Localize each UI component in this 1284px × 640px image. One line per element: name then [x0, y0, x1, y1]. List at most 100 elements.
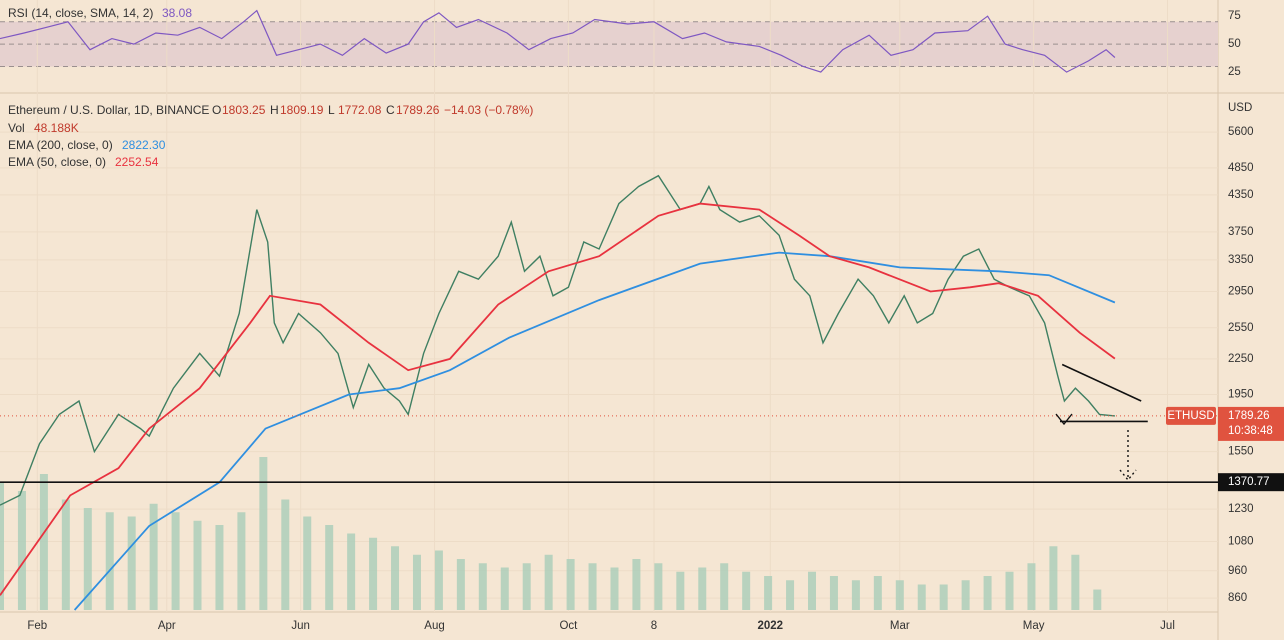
- breakdown-arrow: [1119, 430, 1137, 482]
- indicator-value: 2822.30: [122, 138, 166, 152]
- volume-bar: [676, 571, 685, 610]
- volume-bar: [588, 563, 597, 610]
- rsi-title: RSI (14, close, SMA, 14, 2): [8, 6, 153, 20]
- y-tick-label: 2950: [1228, 286, 1254, 298]
- level-label-box: [1218, 473, 1284, 492]
- x-tick-label: 8: [651, 620, 657, 632]
- x-tick-label: Feb: [27, 620, 47, 632]
- x-tick-label: Apr: [158, 620, 176, 632]
- retest-arrow: [1055, 413, 1073, 426]
- volume-bar: [1093, 589, 1102, 610]
- volume-bar: [1071, 554, 1080, 610]
- volume-bar: [917, 584, 926, 610]
- volume-bar: [764, 576, 773, 610]
- x-tick-label: Oct: [559, 620, 578, 632]
- y-tick-label: 3750: [1228, 226, 1254, 238]
- x-tick-label: May: [1023, 620, 1045, 632]
- volume-bar: [17, 491, 26, 610]
- symbol-label-box: [1166, 406, 1216, 425]
- volume-bar: [808, 571, 816, 610]
- y-tick-label: 1080: [1228, 536, 1254, 548]
- y-tick-label: 1230: [1228, 503, 1254, 515]
- volume-bar: [149, 503, 158, 610]
- rsi-tick-label: 50: [1228, 38, 1241, 50]
- ohlc-label: C: [386, 103, 395, 117]
- price-label: 1789.26: [1228, 410, 1270, 422]
- volume-bar: [39, 474, 48, 610]
- ohlc-label: H: [270, 103, 279, 117]
- y-tick-label: 5600: [1228, 126, 1254, 138]
- volume-bar: [369, 537, 378, 610]
- ohlc-value: 1803.25: [222, 103, 266, 117]
- volume-bar: [347, 533, 356, 610]
- volume-bar: [391, 546, 400, 610]
- volume-bar: [566, 559, 575, 610]
- x-tick-label: Jun: [291, 620, 310, 632]
- price-label-box: [1218, 406, 1284, 441]
- volume-bar: [500, 567, 509, 610]
- volume-bar: [939, 584, 948, 610]
- chart-title: Ethereum / U.S. Dollar, 1D, BINANCE: [8, 103, 209, 117]
- volume-bar: [786, 580, 795, 610]
- volume-bar: [105, 512, 114, 610]
- ohlc-label: L: [328, 103, 335, 117]
- volume-bar: [281, 499, 290, 610]
- volume-bar: [873, 576, 882, 610]
- volume-value: 48.188K: [34, 121, 79, 135]
- volume-bar: [742, 571, 751, 610]
- indicator-title: EMA (50, close, 0): [8, 155, 106, 169]
- rsi-line: [0, 9, 1116, 73]
- volume-bar: [610, 567, 619, 610]
- currency-label: USD: [1228, 102, 1252, 114]
- price-line: [0, 174, 1115, 506]
- volume-bar: [325, 525, 334, 610]
- volume-bar: [259, 457, 268, 610]
- volume-bar: [654, 563, 663, 610]
- y-tick-label: 860: [1228, 592, 1247, 604]
- symbol-label: ETHUSD: [1167, 410, 1214, 422]
- volume-bar: [215, 525, 224, 610]
- volume-bar: [522, 563, 531, 610]
- rsi-value: 38.08: [162, 6, 192, 20]
- y-tick-label: 960: [1228, 565, 1247, 577]
- y-tick-label: 4850: [1228, 162, 1254, 174]
- trend-line: [1061, 363, 1142, 402]
- y-tick-label: 3350: [1228, 254, 1254, 266]
- volume-bar: [193, 520, 202, 610]
- volume-bar: [83, 508, 92, 610]
- indicator-title: EMA (200, close, 0): [8, 138, 113, 152]
- volume-bar: [720, 563, 729, 610]
- volume-bar: [851, 580, 860, 610]
- x-tick-label: 2022: [758, 620, 784, 632]
- volume-bar: [829, 576, 838, 610]
- volume-bar: [237, 512, 246, 610]
- volume-bar: [895, 580, 904, 610]
- ohlc-value: 1809.19: [280, 103, 324, 117]
- y-tick-label: 2250: [1228, 353, 1254, 365]
- y-tick-label: 1950: [1228, 389, 1254, 401]
- change-value: −14.03 (−0.78%): [444, 103, 533, 117]
- volume-bar: [434, 550, 443, 610]
- volume-bar: [1049, 546, 1058, 610]
- volume-bar: [171, 512, 180, 610]
- ema-line: [73, 251, 1116, 611]
- volume-bar: [303, 516, 312, 610]
- ohlc-value: 1789.26: [396, 103, 440, 117]
- x-tick-label: Aug: [424, 620, 444, 632]
- volume-bar: [456, 559, 465, 610]
- x-tick-label: Mar: [890, 620, 910, 632]
- volume-bar: [478, 563, 487, 610]
- y-tick-label: 4350: [1228, 189, 1254, 201]
- indicator-value: 2252.54: [115, 155, 159, 169]
- countdown-label: 10:38:48: [1228, 425, 1273, 437]
- y-tick-label: 2550: [1228, 322, 1254, 334]
- volume-bar: [698, 567, 707, 610]
- ohlc-label: O: [212, 103, 221, 117]
- level-label: 1370.77: [1228, 476, 1270, 488]
- volume-title: Vol: [8, 121, 25, 135]
- volume-bar: [61, 499, 70, 610]
- rsi-tick-label: 25: [1228, 66, 1241, 78]
- x-tick-label: Jul: [1160, 620, 1175, 632]
